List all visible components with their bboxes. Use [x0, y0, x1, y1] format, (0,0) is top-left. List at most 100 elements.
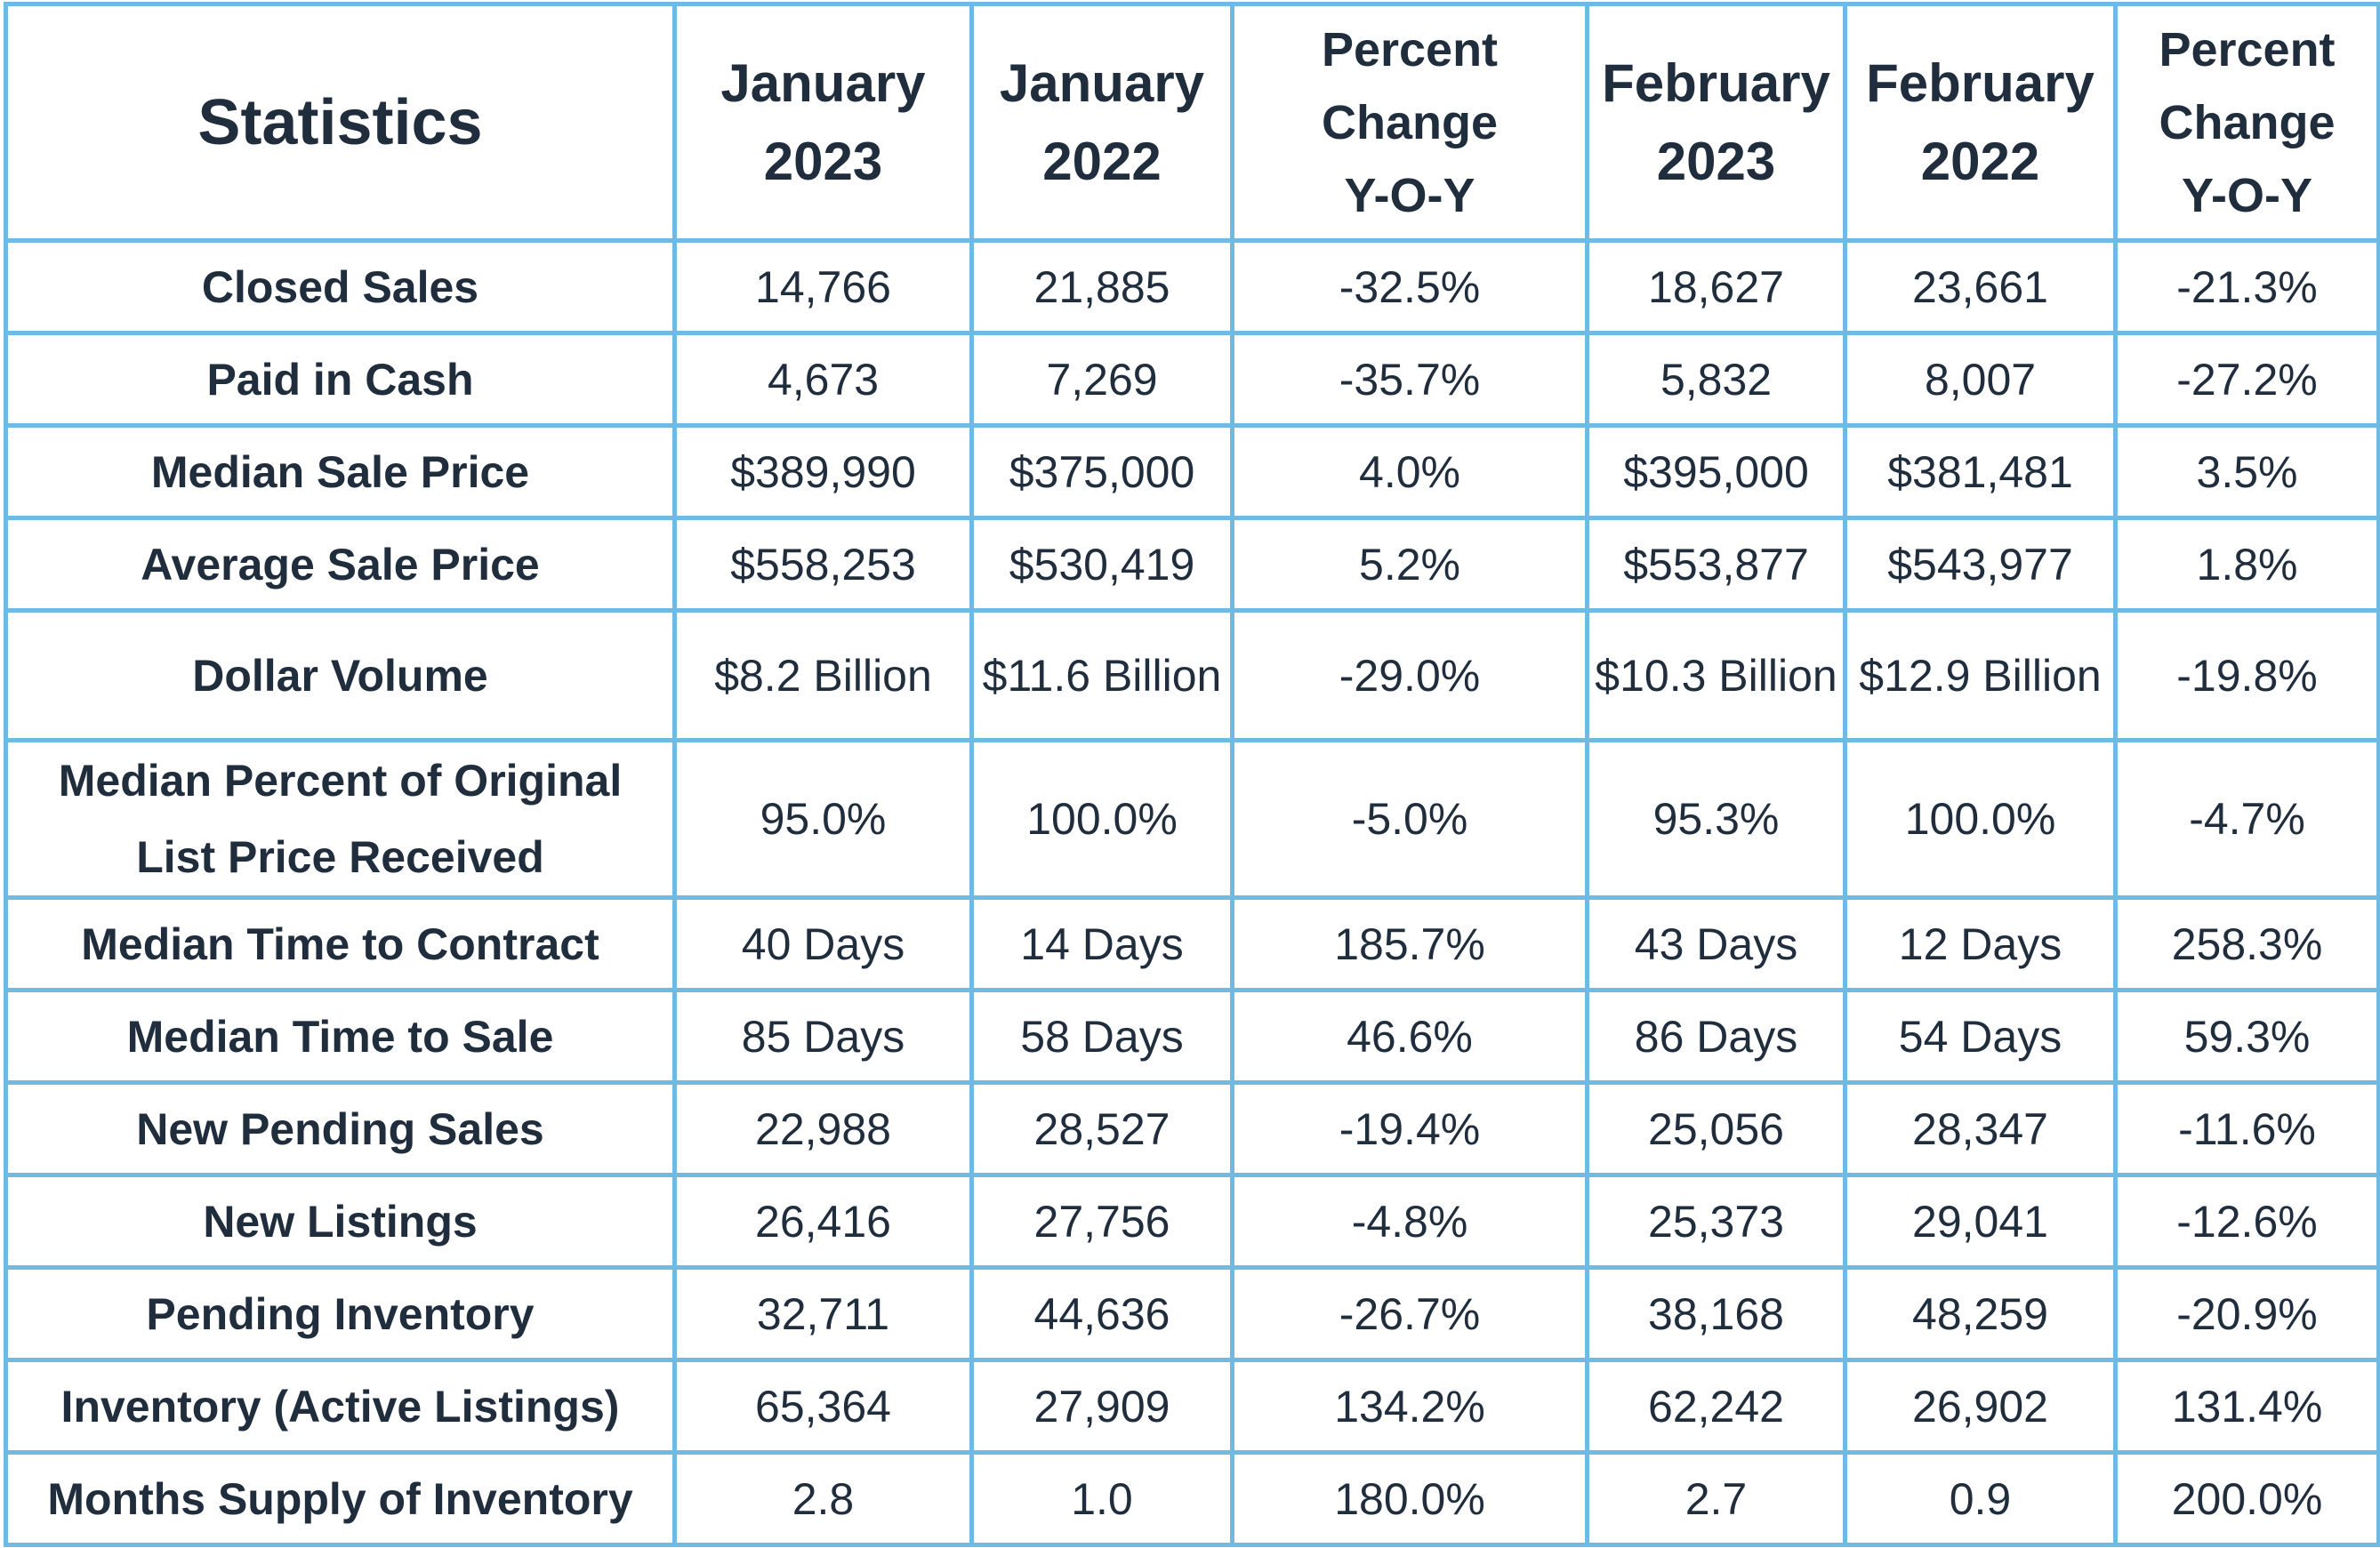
row-label: Inventory (Active Listings) [4, 1358, 677, 1455]
row-label: Median Sale Price [4, 423, 677, 520]
cell-pct-feb: -21.3% [2113, 238, 2380, 335]
cell-pct-jan: -19.4% [1230, 1080, 1589, 1177]
cell-jan-2023: 85 Days [672, 988, 974, 1085]
cell-jan-2023: 40 Days [672, 895, 974, 992]
row-label: Pending Inventory [4, 1265, 677, 1362]
cell-pct-feb: 1.8% [2113, 516, 2380, 613]
cell-jan-2022: 28,527 [969, 1080, 1234, 1177]
row-label: Median Time to Contract [4, 895, 677, 992]
statistics-table: Statistics January 2023 January 2022 Per… [4, 2, 2380, 1547]
cell-feb-2022: 48,259 [1843, 1265, 2118, 1362]
cell-jan-2022: 1.0 [969, 1450, 1234, 1547]
cell-feb-2022: 28,347 [1843, 1080, 2118, 1177]
table-row: Median Time to Contract 40 Days 14 Days … [4, 895, 2380, 992]
header-january-2022: January 2022 [969, 2, 1234, 243]
header-percent-change-feb: Percent Change Y-O-Y [2113, 2, 2380, 243]
cell-jan-2022: 58 Days [969, 988, 1234, 1085]
cell-feb-2023: $10.3 Billion [1585, 608, 1847, 742]
cell-pct-feb: -4.7% [2113, 738, 2380, 900]
header-february-2023: February 2023 [1585, 2, 1847, 243]
cell-feb-2023: 95.3% [1585, 738, 1847, 900]
cell-feb-2023: 18,627 [1585, 238, 1847, 335]
cell-feb-2022: $12.9 Billion [1843, 608, 2118, 742]
cell-pct-feb: 258.3% [2113, 895, 2380, 992]
cell-jan-2023: $389,990 [672, 423, 974, 520]
table-row: Months Supply of Inventory 2.8 1.0 180.0… [4, 1450, 2380, 1547]
row-label: New Listings [4, 1173, 677, 1270]
cell-feb-2022: $381,481 [1843, 423, 2118, 520]
cell-pct-jan: 46.6% [1230, 988, 1589, 1085]
cell-jan-2022: 14 Days [969, 895, 1234, 992]
cell-feb-2022: $543,977 [1843, 516, 2118, 613]
cell-feb-2023: 25,056 [1585, 1080, 1847, 1177]
cell-feb-2023: $395,000 [1585, 423, 1847, 520]
cell-jan-2022: 100.0% [969, 738, 1234, 900]
header-percent-change-jan: Percent Change Y-O-Y [1230, 2, 1589, 243]
cell-feb-2022: 54 Days [1843, 988, 2118, 1085]
header-row: Statistics January 2023 January 2022 Per… [4, 2, 2380, 243]
cell-feb-2023: 5,832 [1585, 331, 1847, 428]
cell-feb-2022: 29,041 [1843, 1173, 2118, 1270]
cell-pct-feb: -20.9% [2113, 1265, 2380, 1362]
cell-pct-feb: -12.6% [2113, 1173, 2380, 1270]
cell-jan-2023: 32,711 [672, 1265, 974, 1362]
cell-jan-2023: 65,364 [672, 1358, 974, 1455]
cell-feb-2023: 86 Days [1585, 988, 1847, 1085]
cell-feb-2023: 43 Days [1585, 895, 1847, 992]
cell-pct-feb: 200.0% [2113, 1450, 2380, 1547]
table-row: Inventory (Active Listings) 65,364 27,90… [4, 1358, 2380, 1455]
cell-pct-feb: 3.5% [2113, 423, 2380, 520]
cell-pct-jan: -5.0% [1230, 738, 1589, 900]
cell-feb-2023: 38,168 [1585, 1265, 1847, 1362]
row-label: Paid in Cash [4, 331, 677, 428]
cell-feb-2022: 0.9 [1843, 1450, 2118, 1547]
table-row: Median Time to Sale 85 Days 58 Days 46.6… [4, 988, 2380, 1085]
row-label: Closed Sales [4, 238, 677, 335]
cell-feb-2022: 8,007 [1843, 331, 2118, 428]
table-row: Closed Sales 14,766 21,885 -32.5% 18,627… [4, 238, 2380, 335]
cell-jan-2023: 14,766 [672, 238, 974, 335]
cell-pct-jan: 180.0% [1230, 1450, 1589, 1547]
cell-pct-feb: -11.6% [2113, 1080, 2380, 1177]
cell-jan-2022: $11.6 Billion [969, 608, 1234, 742]
row-label: Median Time to Sale [4, 988, 677, 1085]
table-row: Paid in Cash 4,673 7,269 -35.7% 5,832 8,… [4, 331, 2380, 428]
cell-jan-2022: $530,419 [969, 516, 1234, 613]
row-label: Median Percent of Original List Price Re… [4, 738, 677, 900]
table-row: Dollar Volume $8.2 Billion $11.6 Billion… [4, 608, 2380, 742]
table-row: Median Percent of Original List Price Re… [4, 738, 2380, 900]
header-statistics: Statistics [4, 2, 677, 243]
cell-jan-2022: 44,636 [969, 1265, 1234, 1362]
table-row: Average Sale Price $558,253 $530,419 5.2… [4, 516, 2380, 613]
table-row: New Listings 26,416 27,756 -4.8% 25,373 … [4, 1173, 2380, 1270]
row-label: Months Supply of Inventory [4, 1450, 677, 1547]
row-label: New Pending Sales [4, 1080, 677, 1177]
cell-jan-2023: $558,253 [672, 516, 974, 613]
cell-jan-2023: 26,416 [672, 1173, 974, 1270]
cell-jan-2022: 27,756 [969, 1173, 1234, 1270]
cell-pct-jan: -35.7% [1230, 331, 1589, 428]
header-february-2022: February 2022 [1843, 2, 2118, 243]
cell-feb-2022: 26,902 [1843, 1358, 2118, 1455]
table-row: Median Sale Price $389,990 $375,000 4.0%… [4, 423, 2380, 520]
header-january-2023: January 2023 [672, 2, 974, 243]
cell-pct-jan: 4.0% [1230, 423, 1589, 520]
row-label: Dollar Volume [4, 608, 677, 742]
cell-pct-jan: 5.2% [1230, 516, 1589, 613]
cell-feb-2023: 2.7 [1585, 1450, 1847, 1547]
cell-jan-2023: 22,988 [672, 1080, 974, 1177]
cell-pct-jan: -26.7% [1230, 1265, 1589, 1362]
cell-jan-2023: 4,673 [672, 331, 974, 428]
cell-pct-jan: -32.5% [1230, 238, 1589, 335]
cell-pct-jan: 185.7% [1230, 895, 1589, 992]
table-row: New Pending Sales 22,988 28,527 -19.4% 2… [4, 1080, 2380, 1177]
cell-pct-jan: -29.0% [1230, 608, 1589, 742]
cell-pct-feb: -27.2% [2113, 331, 2380, 428]
cell-jan-2022: $375,000 [969, 423, 1234, 520]
cell-jan-2022: 27,909 [969, 1358, 1234, 1455]
cell-feb-2023: 62,242 [1585, 1358, 1847, 1455]
row-label: Average Sale Price [4, 516, 677, 613]
cell-pct-jan: 134.2% [1230, 1358, 1589, 1455]
cell-feb-2022: 23,661 [1843, 238, 2118, 335]
cell-pct-feb: 59.3% [2113, 988, 2380, 1085]
